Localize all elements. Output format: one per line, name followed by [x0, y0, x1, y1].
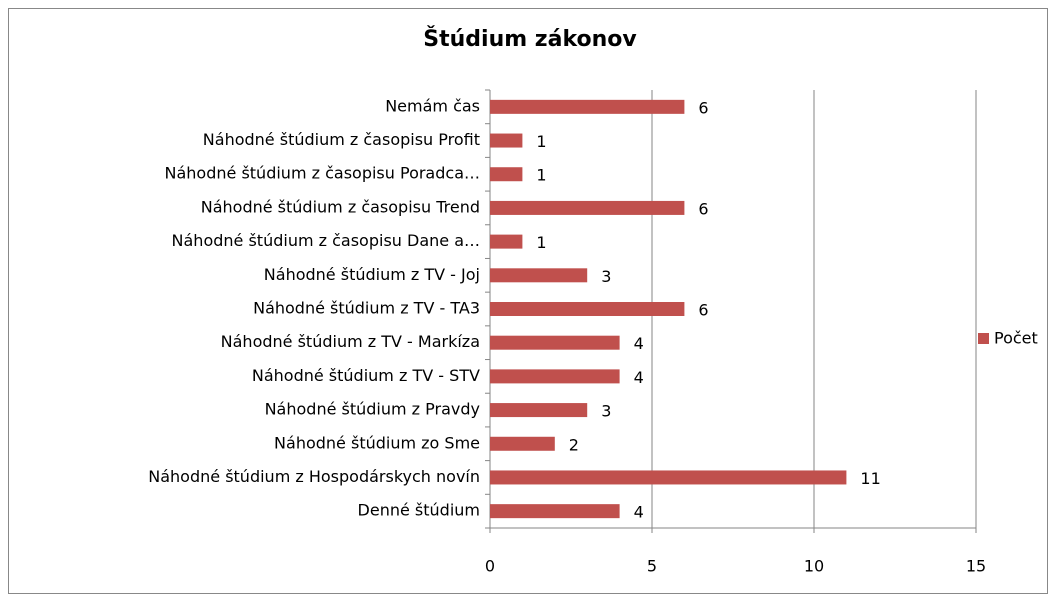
- data-label: 4: [634, 334, 644, 353]
- y-tick-label: Náhodné štúdium z Pravdy: [265, 400, 480, 419]
- data-label: 11: [860, 469, 880, 488]
- bar: [490, 504, 620, 519]
- data-label: 1: [536, 233, 546, 252]
- y-tick-label: Náhodné štúdium zo Sme: [274, 433, 480, 452]
- bar: [490, 470, 847, 485]
- y-tick-label: Náhodné štúdium z časopisu Poradca…: [165, 164, 480, 183]
- data-label: 1: [536, 166, 546, 185]
- y-tick-label: Náhodné štúdium z TV - STV: [252, 366, 480, 385]
- y-tick-label: Náhodné štúdium z časopisu Dane a…: [172, 231, 480, 250]
- data-label: 3: [601, 267, 611, 286]
- y-tick-label: Náhodné štúdium z Hospodárskych novín: [148, 467, 480, 486]
- legend-swatch: [978, 333, 989, 344]
- bar: [490, 403, 588, 418]
- chart-title: Štúdium zákonov: [423, 26, 637, 52]
- x-tick-label: 0: [485, 557, 495, 576]
- data-label: 6: [698, 301, 708, 320]
- x-tick-label: 10: [804, 557, 824, 576]
- bar: [490, 369, 620, 384]
- bar: [490, 335, 620, 350]
- data-label: 2: [569, 435, 579, 454]
- y-tick-label: Denné štúdium: [358, 501, 480, 520]
- data-label: 6: [698, 199, 708, 218]
- data-label: 6: [698, 98, 708, 117]
- y-tick-label: Náhodné štúdium z časopisu Profit: [203, 130, 480, 149]
- bar: [490, 302, 685, 316]
- bar: [490, 133, 523, 148]
- y-tick-label: Náhodné štúdium z TV - Joj: [264, 265, 480, 284]
- bar: [490, 99, 685, 114]
- data-label: 4: [634, 503, 644, 522]
- data-label: 3: [601, 402, 611, 421]
- bar: [490, 268, 588, 283]
- bar: [490, 167, 523, 182]
- data-label: 4: [634, 368, 644, 387]
- y-tick-label: Nemám čas: [385, 96, 480, 115]
- y-tick-label: Náhodné štúdium z TV - TA3: [253, 299, 480, 318]
- bar: [490, 234, 523, 249]
- bar: [490, 436, 555, 451]
- x-tick-label: 5: [647, 557, 657, 576]
- bar: [490, 200, 685, 215]
- x-tick-label: 15: [966, 557, 986, 576]
- y-tick-label: Náhodné štúdium z TV - Markíza: [221, 332, 480, 351]
- y-tick-label: Náhodné štúdium z časopisu Trend: [201, 197, 480, 216]
- legend-label: Počet: [994, 329, 1038, 348]
- data-label: 1: [536, 132, 546, 151]
